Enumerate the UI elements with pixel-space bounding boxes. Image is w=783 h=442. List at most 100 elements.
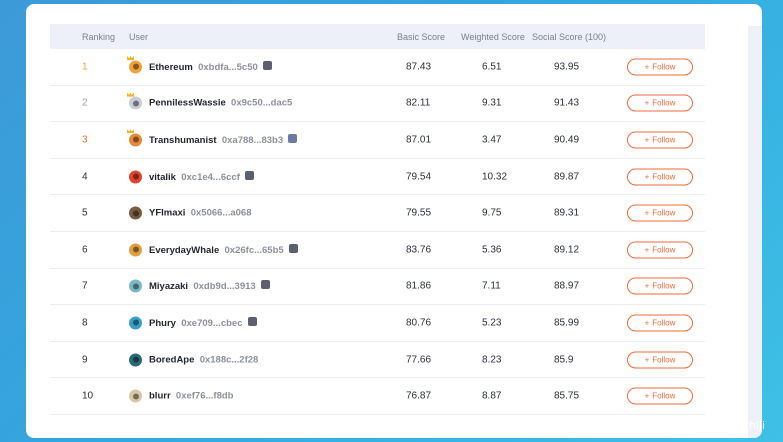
plus-icon: +	[644, 318, 650, 328]
follow-label: Follow	[652, 208, 676, 218]
table-row: 8 Phury 0xe709...cbec 80.76 5.23 85.99 +…	[50, 305, 705, 342]
rank-number: 2	[82, 97, 88, 109]
weighted-score: 10.32	[482, 171, 508, 183]
basic-score: 79.55	[406, 207, 432, 219]
basic-score: 76.87	[406, 390, 432, 402]
weighted-score: 7.11	[482, 280, 501, 292]
rank-number: 7	[82, 280, 88, 292]
user-avatar[interactable]	[129, 170, 142, 184]
user-cell: YFImaxi 0x5066...a068	[149, 208, 251, 219]
user-cell: BoredApe 0x188c...2f28	[149, 354, 258, 365]
user-name[interactable]: Phury	[149, 317, 176, 329]
nft-badge-icon	[288, 133, 298, 143]
rank-number: 3	[82, 134, 88, 146]
user-address: 0x26fc...65b5	[224, 244, 284, 256]
table-header: Ranking User Basic Score Weighted Score …	[50, 24, 705, 49]
header-basic-score: Basic Score	[397, 32, 446, 42]
user-name[interactable]: BoredApe	[149, 354, 195, 366]
social-score: 88.97	[554, 280, 580, 292]
plus-icon: +	[644, 245, 650, 255]
scrollbar[interactable]	[748, 26, 762, 438]
nft-badge-icon	[288, 243, 298, 253]
user-avatar[interactable]	[129, 96, 142, 110]
leaderboard-table: Ranking User Basic Score Weighted Score …	[50, 24, 705, 415]
table-body: 1 Ethereum 0xbdfa...5c50 87.43 6.51 93.9…	[50, 49, 705, 415]
basic-score: 77.66	[406, 354, 432, 366]
follow-label: Follow	[652, 62, 676, 72]
table-row: 5 YFImaxi 0x5066...a068 79.55 9.75 89.31…	[50, 195, 705, 232]
rank-number: 10	[82, 390, 94, 402]
user-cell: Transhumanist 0xa788...83b3	[149, 133, 298, 146]
user-name[interactable]: YFImaxi	[149, 207, 186, 219]
user-name[interactable]: blurr	[149, 390, 171, 402]
weighted-score: 8.87	[482, 390, 502, 402]
user-address: 0xef76...f8db	[175, 390, 234, 402]
social-score: 90.49	[554, 134, 580, 146]
user-cell: Miyazaki 0xdb9d...3913	[149, 280, 270, 292]
table-row: 10 blurr 0xef76...f8db 76.87 8.87 85.75 …	[50, 378, 705, 415]
follow-button[interactable]: + Follow	[627, 94, 693, 112]
follow-label: Follow	[652, 355, 676, 365]
follow-button[interactable]: + Follow	[627, 277, 693, 295]
nft-badge-icon	[260, 280, 270, 290]
rank-number: 4	[82, 171, 88, 183]
basic-score: 79.54	[406, 171, 432, 183]
user-name[interactable]: Ethereum	[149, 61, 193, 73]
plus-icon: +	[644, 281, 650, 291]
header-ranking: Ranking	[82, 32, 116, 42]
crown-icon	[127, 92, 134, 97]
user-avatar[interactable]	[129, 389, 142, 403]
user-cell: PennilessWassie 0x9c50...dac5	[149, 98, 292, 109]
user-name[interactable]: Transhumanist	[149, 134, 217, 146]
rank-number: 9	[82, 354, 88, 366]
user-name[interactable]: vitalik	[149, 171, 176, 183]
user-avatar[interactable]	[129, 279, 142, 293]
weighted-score: 5.36	[482, 244, 502, 256]
nft-badge-icon	[263, 60, 273, 70]
user-avatar[interactable]	[129, 353, 142, 367]
user-address: 0x188c...2f28	[199, 354, 259, 366]
table-row: 7 Miyazaki 0xdb9d...3913 81.86 7.11 88.9…	[50, 269, 705, 306]
follow-button[interactable]: + Follow	[627, 387, 693, 405]
basic-score: 80.76	[406, 317, 432, 329]
follow-label: Follow	[652, 98, 676, 108]
user-cell: blurr 0xef76...f8db	[149, 391, 233, 402]
table-row: 2 PennilessWassie 0x9c50...dac5 82.11 9.…	[50, 86, 705, 123]
social-score: 85.9	[554, 354, 574, 366]
weighted-score: 8.23	[482, 354, 502, 366]
social-score: 89.31	[554, 207, 580, 219]
plus-icon: +	[644, 62, 650, 72]
crown-icon	[127, 129, 134, 134]
social-score: 93.95	[554, 61, 580, 73]
follow-label: Follow	[652, 318, 676, 328]
user-address: 0xbdfa...5c50	[198, 61, 258, 73]
user-address: 0xa788...83b3	[221, 134, 284, 146]
plus-icon: +	[644, 135, 650, 145]
watermark: CSDN @linzhiji	[684, 419, 765, 432]
user-avatar[interactable]	[129, 316, 142, 330]
follow-button[interactable]: + Follow	[627, 168, 693, 186]
follow-label: Follow	[652, 135, 676, 145]
basic-score: 83.76	[406, 244, 432, 256]
user-cell: Phury 0xe709...cbec	[149, 316, 257, 329]
table-row: 6 EverydayWhale 0x26fc...65b5 83.76 5.36…	[50, 232, 705, 269]
follow-button[interactable]: + Follow	[627, 314, 693, 332]
follow-button[interactable]: + Follow	[627, 131, 693, 149]
weighted-score: 6.51	[482, 61, 502, 73]
user-avatar[interactable]	[129, 60, 142, 74]
table-row: 4 vitalik 0xc1e4...6ccf 79.54 10.32 89.8…	[50, 159, 705, 196]
user-address: 0xdb9d...3913	[193, 281, 256, 293]
user-avatar[interactable]	[129, 243, 142, 257]
weighted-score: 3.47	[482, 134, 502, 146]
user-name[interactable]: PennilessWassie	[149, 97, 226, 109]
follow-button[interactable]: + Follow	[627, 204, 693, 222]
user-avatar[interactable]	[129, 133, 142, 147]
follow-button[interactable]: + Follow	[627, 58, 693, 76]
follow-label: Follow	[652, 391, 676, 401]
user-name[interactable]: Miyazaki	[149, 281, 189, 293]
user-avatar[interactable]	[129, 206, 142, 220]
user-name[interactable]: EverydayWhale	[149, 244, 220, 256]
follow-button[interactable]: + Follow	[627, 241, 693, 259]
follow-button[interactable]: + Follow	[627, 351, 693, 369]
plus-icon: +	[644, 208, 650, 218]
